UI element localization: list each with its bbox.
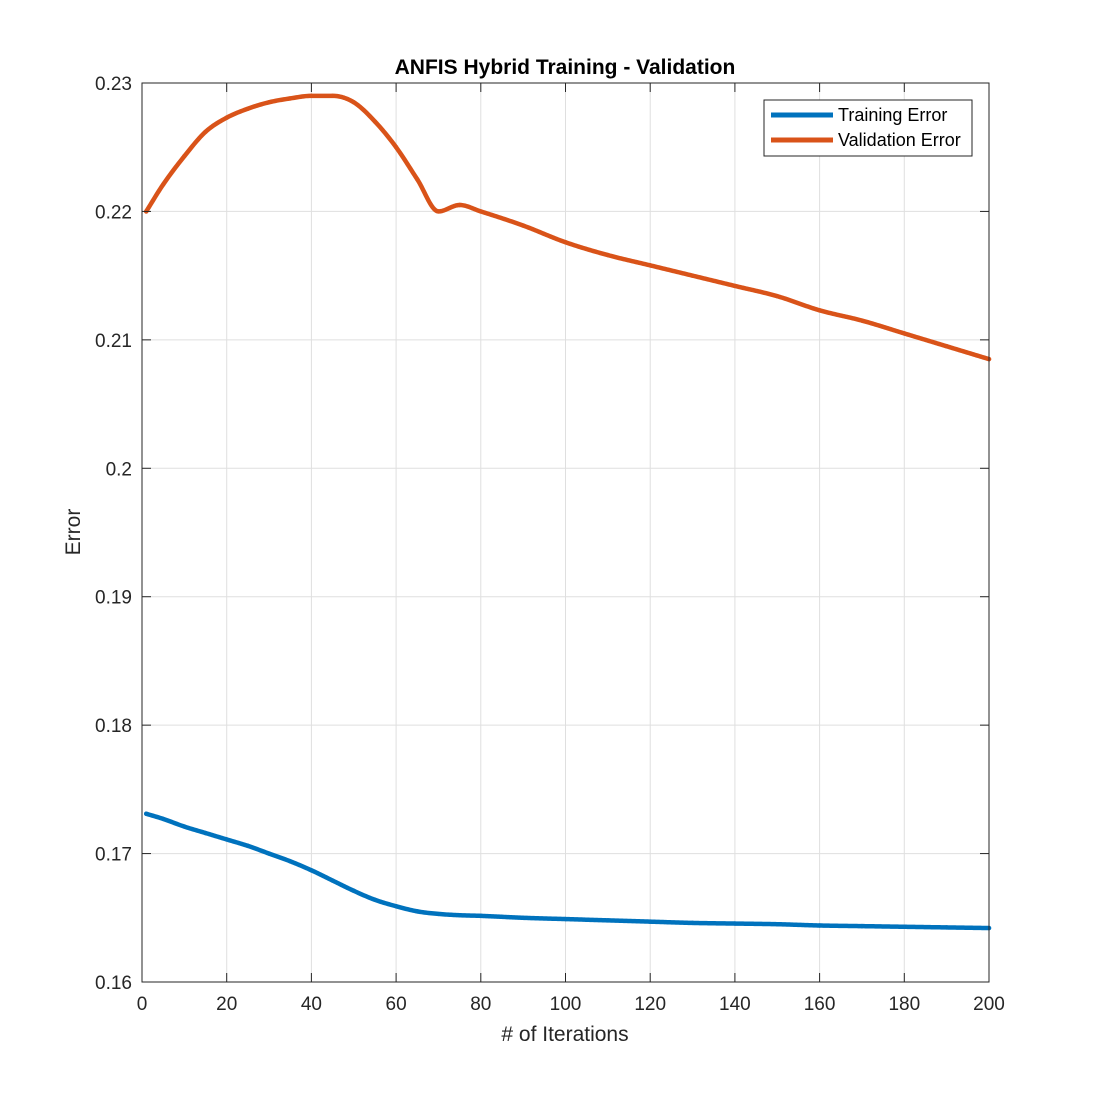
y-axis-label: Error <box>62 509 85 556</box>
data-point <box>266 851 272 856</box>
data-point <box>563 916 568 922</box>
data-point <box>817 308 822 313</box>
data-point <box>203 830 208 836</box>
y-tick-label: 0.19 <box>95 588 132 609</box>
data-point <box>457 913 462 918</box>
y-tick-label: 0.2 <box>106 459 132 480</box>
data-point <box>605 918 611 923</box>
data-point <box>520 223 526 228</box>
data-point <box>563 240 568 245</box>
y-tick-label: 0.17 <box>95 845 132 866</box>
data-point <box>372 897 378 903</box>
y-tick-label: 0.18 <box>95 716 132 737</box>
data-point <box>859 923 865 929</box>
y-tick-label: 0.16 <box>95 973 132 994</box>
data-point <box>288 859 293 864</box>
y-tick-label: 0.22 <box>95 202 132 223</box>
data-point <box>144 811 149 816</box>
data-point <box>309 93 314 99</box>
data-point <box>372 119 378 124</box>
data-point <box>478 913 483 919</box>
series-lines <box>143 93 992 931</box>
data-point <box>690 273 695 278</box>
data-point <box>224 115 229 120</box>
data-point <box>944 344 949 349</box>
data-point <box>415 909 420 914</box>
data-point <box>436 209 441 214</box>
data-point <box>309 868 314 873</box>
grid-lines <box>142 83 989 982</box>
x-tick-labels: 0 20 40 60 80 100 120 140 160 180 200 <box>137 994 1005 1015</box>
data-point <box>902 924 907 929</box>
x-tick-label: 200 <box>973 994 1005 1015</box>
series-line-validation-error <box>143 93 992 362</box>
data-point <box>648 263 653 268</box>
data-point <box>859 318 865 323</box>
chart-title: ANFIS Hybrid Training - Validation <box>395 56 736 79</box>
y-tick-label: 0.23 <box>95 74 132 95</box>
data-point <box>478 209 483 214</box>
legend-label-training-error: Training Error <box>838 105 947 125</box>
data-point <box>775 293 780 299</box>
data-point <box>160 816 166 822</box>
data-point <box>245 106 251 111</box>
x-tick-label: 40 <box>301 994 322 1015</box>
x-axis-label: # of Iterations <box>501 1023 628 1046</box>
data-point <box>436 911 441 917</box>
legend-label-validation-error: Validation Error <box>838 130 961 150</box>
data-point <box>944 925 949 930</box>
data-point <box>520 915 526 920</box>
x-tick-label: 180 <box>888 994 920 1015</box>
data-point <box>330 93 335 99</box>
data-point <box>393 904 399 909</box>
data-point <box>182 824 187 829</box>
x-tick-label: 60 <box>386 994 407 1015</box>
data-point <box>605 252 611 258</box>
data-point <box>902 331 907 336</box>
y-tick-labels: 0.16 0.17 0.18 0.19 0.2 0.21 0.22 0.23 <box>95 74 132 994</box>
data-point <box>415 177 420 182</box>
data-point <box>351 888 356 894</box>
axis-ticks <box>141 82 990 983</box>
x-tick-label: 160 <box>804 994 836 1015</box>
legend-box <box>763 99 973 157</box>
x-tick-label: 120 <box>634 994 666 1015</box>
data-point <box>393 145 399 150</box>
data-point <box>330 878 335 883</box>
x-tick-label: 140 <box>719 994 751 1015</box>
data-point <box>817 923 822 928</box>
data-point <box>732 283 738 289</box>
data-point <box>690 920 695 926</box>
data-point <box>288 96 293 101</box>
data-point <box>245 843 251 849</box>
x-tick-label: 100 <box>550 994 582 1015</box>
data-point <box>266 100 272 105</box>
data-point <box>224 837 229 842</box>
data-point <box>351 100 356 105</box>
x-tick-label: 20 <box>216 994 237 1015</box>
x-tick-label: 80 <box>470 994 491 1015</box>
data-point <box>160 182 166 187</box>
legend: Training Error Validation Error <box>763 99 973 157</box>
x-tick-label: 0 <box>137 994 148 1015</box>
data-point <box>182 154 187 159</box>
data-point <box>775 922 780 927</box>
y-tick-label: 0.21 <box>95 331 132 352</box>
data-point <box>732 921 738 926</box>
data-point <box>648 919 653 924</box>
data-point <box>203 129 208 135</box>
data-point <box>457 202 462 208</box>
